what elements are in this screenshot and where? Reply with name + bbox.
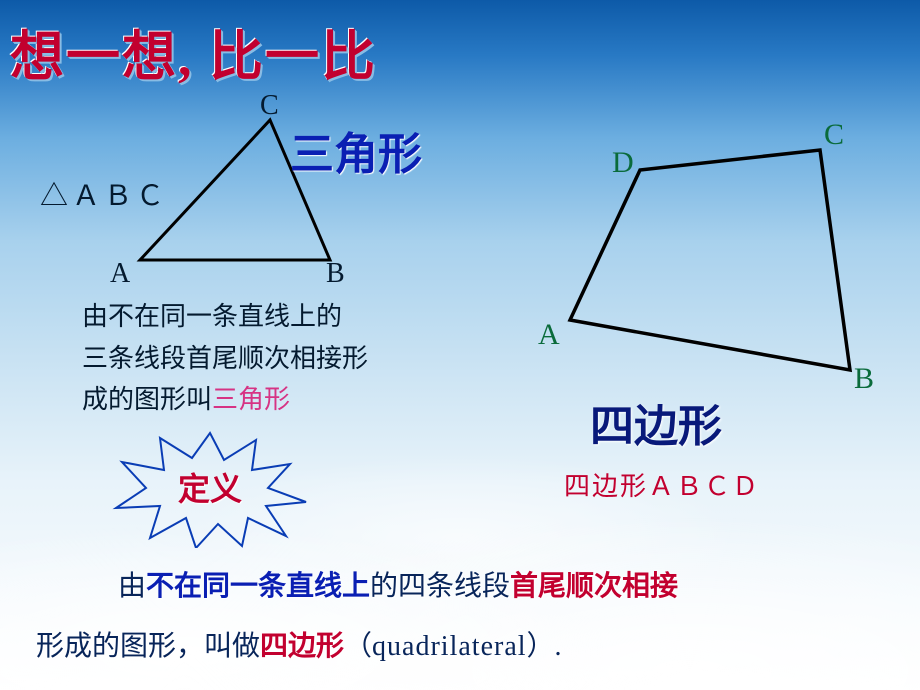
final-red2: 四边形	[260, 631, 344, 662]
final-red1: 首尾顺次相接	[510, 571, 678, 602]
triangle-vertex-a: A	[110, 258, 130, 290]
quad-vertex-d: D	[612, 146, 634, 180]
final-prefix: 由	[118, 571, 146, 602]
final-definition: 由不在同一条直线上的四条线段首尾顺次相接	[90, 560, 890, 613]
tri-def-line3-pink: 三角形	[212, 385, 290, 414]
final-paren-open: （	[344, 631, 372, 662]
tri-def-line1: 由不在同一条直线上的	[82, 302, 342, 331]
final-paren-close: ）.	[527, 631, 562, 662]
final-definition-line2: 形成的图形，叫做四边形（quadrilateral）.	[36, 620, 916, 673]
definition-starburst-text: 定义	[178, 464, 242, 510]
quad-vertex-c: C	[824, 118, 844, 152]
final-english: quadrilateral	[372, 631, 526, 662]
final-mid1: 的四条线段	[370, 571, 510, 602]
triangle-symbol: △ＡＢＣ	[40, 174, 168, 214]
final-line2-prefix: 形成的图形，叫做	[36, 631, 260, 662]
triangle-vertex-b: B	[326, 258, 345, 290]
quadrilateral-heading: 四边形	[590, 390, 722, 454]
quadrilateral-figure	[540, 120, 890, 420]
slide-title: 想一想, 比一比	[10, 12, 377, 91]
definition-starburst: 定义	[110, 428, 310, 548]
tri-def-line2: 三条线段首尾顺次相接形	[82, 344, 368, 373]
quad-vertex-a: A	[538, 318, 560, 352]
triangle-heading: 三角形	[290, 118, 422, 182]
quad-vertex-b: B	[854, 362, 874, 396]
tri-def-line3-prefix: 成的图形叫	[82, 385, 212, 414]
triangle-definition: 由不在同一条直线上的 三条线段首尾顺次相接形 成的图形叫三角形	[82, 296, 442, 421]
quadrilateral-label: 四边形ＡＢＣＤ	[564, 466, 760, 503]
final-blue1: 不在同一条直线上	[146, 571, 370, 602]
triangle-vertex-c: C	[260, 90, 279, 122]
